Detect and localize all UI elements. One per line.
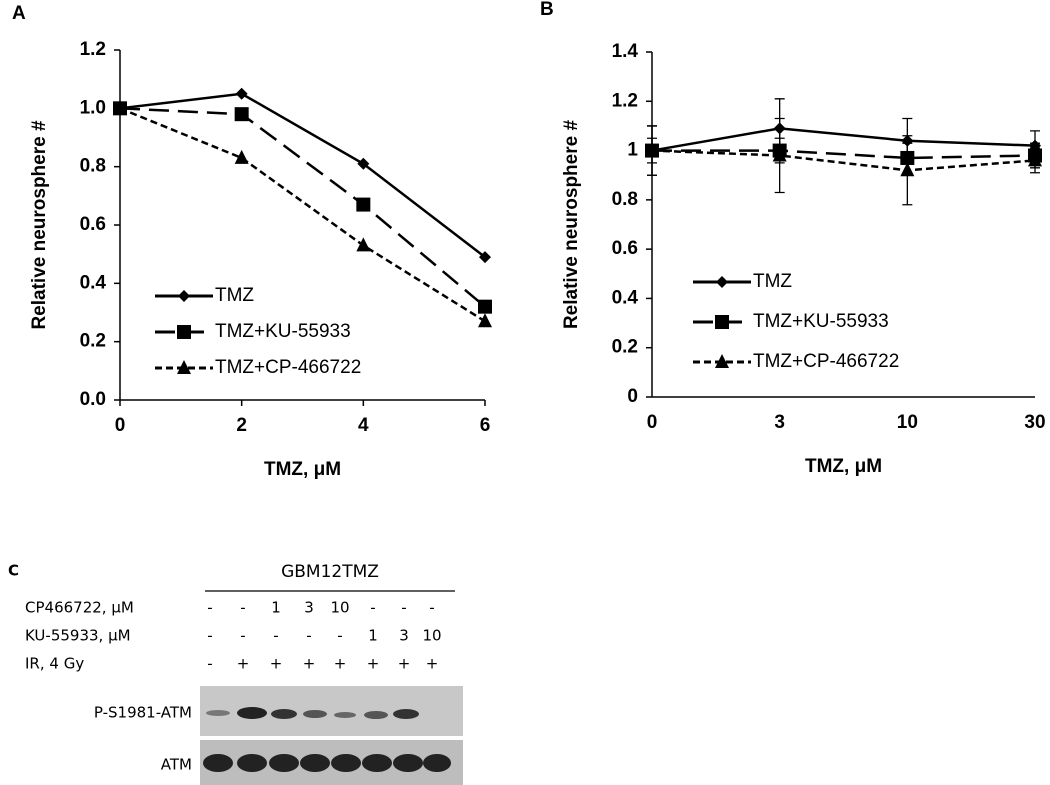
row-label: CP466722, μM (25, 599, 134, 617)
marker (356, 237, 371, 252)
row-cell: - (370, 599, 375, 617)
row-cell: 1 (368, 627, 378, 645)
row-cell: + (334, 655, 347, 673)
y-tick-label: 1.2 (80, 39, 106, 60)
legend-marker (178, 290, 190, 302)
legend-label: TMZ (753, 271, 792, 292)
y-tick-label: 0 (627, 386, 638, 407)
legend-marker (715, 315, 729, 329)
bands (203, 707, 451, 772)
legend-marker (177, 360, 191, 374)
y-tick-label: 1.2 (612, 90, 638, 111)
y-tick-label: 0.4 (80, 272, 107, 293)
row-cell: - (207, 627, 212, 645)
row-cell: + (270, 655, 283, 673)
y-tick-label: 0.6 (612, 238, 638, 259)
marker (478, 299, 492, 314)
y-axis-label: Relative neurosphere # (561, 120, 582, 330)
marker (900, 162, 915, 177)
x-tick-label: 0 (115, 415, 126, 436)
row-cell: - (240, 599, 245, 617)
row-cell: - (401, 599, 406, 617)
row-cell: 3 (304, 599, 314, 617)
series-line (651, 127, 1036, 152)
x-tick-label: 0 (647, 412, 658, 433)
marker (234, 107, 249, 122)
marker (1028, 152, 1042, 167)
blot-panel: C GBM12TMZ P-S1981-ATM ATM CP466722, μM -… (8, 562, 463, 785)
marker (645, 142, 659, 157)
x-tick-label: 30 (1024, 412, 1045, 433)
x-tick-label: 4 (358, 415, 369, 436)
row-cell: - (429, 599, 434, 617)
y-tick-label: 0.0 (80, 389, 106, 410)
series-line (652, 149, 1036, 160)
legend-marker (716, 276, 728, 288)
row-cell: 10 (422, 627, 441, 645)
y-tick-label: 0.2 (612, 337, 638, 358)
legend-label: TMZ+CP-466722 (215, 357, 361, 378)
marker (479, 251, 491, 264)
x-tick-label: 3 (774, 412, 785, 433)
series-line (651, 149, 1036, 172)
marker (357, 157, 370, 170)
y-axis-label: Relative neurosphere # (29, 120, 50, 330)
row-cell: + (426, 655, 439, 673)
panel-label: C (8, 562, 19, 580)
marker (235, 87, 248, 100)
row-cell: - (273, 627, 278, 645)
y-tick-label: 0.8 (612, 189, 638, 210)
panel-label: B (540, 0, 554, 20)
row-label: IR, 4 Gy (25, 655, 84, 673)
series-line (119, 107, 486, 308)
legend-label: TMZ+KU-55933 (215, 321, 351, 342)
row-cell: + (303, 655, 316, 673)
row-cell: 3 (399, 627, 409, 645)
marker (234, 149, 249, 164)
row-cell: - (306, 627, 311, 645)
series-line (119, 107, 486, 323)
blot-title: GBM12TMZ (281, 562, 379, 582)
row-cell: 1 (271, 599, 281, 617)
legend-label: TMZ+KU-55933 (753, 311, 889, 332)
x-axis-label: TMZ, μM (264, 459, 341, 480)
legend-marker (715, 354, 729, 368)
row-cell: + (367, 655, 380, 673)
y-tick-label: 1 (627, 140, 638, 161)
row-cell: - (337, 627, 342, 645)
y-tick-label: 0.4 (612, 287, 639, 308)
marker (478, 313, 492, 328)
row-cell: + (398, 655, 411, 673)
panel-label: A (12, 3, 26, 24)
series-line (119, 92, 486, 259)
marker (113, 100, 127, 115)
y-tick-label: 0.8 (80, 156, 106, 177)
legend-label: TMZ+CP-466722 (753, 351, 899, 372)
x-axis-label: TMZ, μM (805, 456, 882, 477)
row-label: KU-55933, μM (25, 627, 131, 645)
y-tick-label: 0.6 (80, 214, 106, 235)
x-tick-label: 2 (236, 415, 247, 436)
legend-label: TMZ (215, 285, 254, 306)
row-cell: - (207, 655, 212, 673)
marker (356, 197, 371, 212)
y-tick-label: 0.2 (80, 331, 106, 352)
row-cell: + (237, 655, 250, 673)
x-tick-label: 6 (480, 415, 491, 436)
row-cell: - (240, 627, 245, 645)
y-tick-label: 1.0 (80, 97, 106, 118)
legend-marker (177, 325, 191, 339)
marker (772, 147, 787, 162)
row-cell: 10 (330, 599, 349, 617)
y-tick-label: 1.4 (612, 41, 639, 62)
row-cell: - (207, 599, 212, 617)
x-tick-label: 10 (897, 412, 918, 433)
band-label: P-S1981-ATM (94, 704, 192, 722)
band-label: ATM (161, 756, 192, 774)
